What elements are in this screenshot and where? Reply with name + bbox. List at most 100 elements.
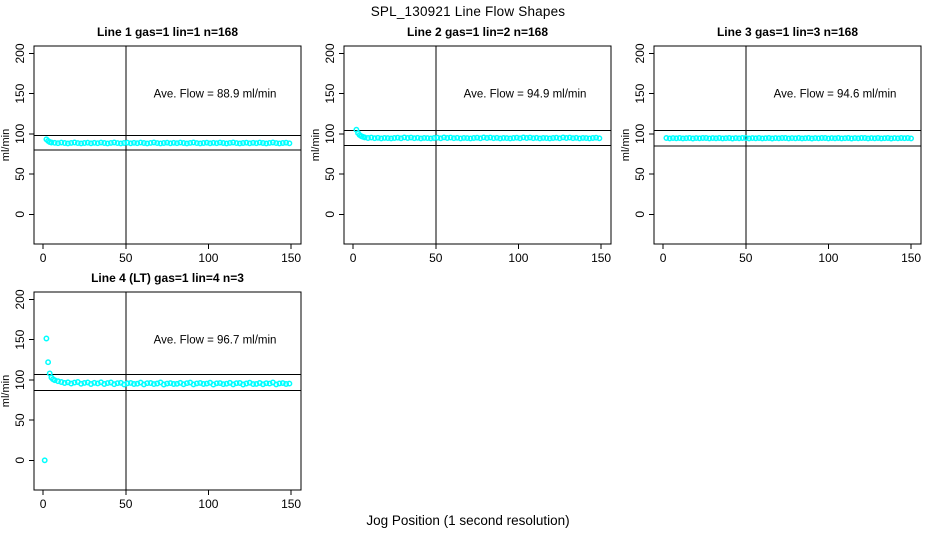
data-point [487, 134, 494, 141]
data-point [424, 135, 431, 142]
x-tick-label: 0 [40, 251, 47, 265]
data-point [908, 135, 915, 142]
data-point [460, 134, 467, 141]
data-point [117, 140, 124, 147]
data-point [510, 135, 517, 141]
data-point [207, 140, 214, 147]
data-point [666, 135, 673, 142]
y-tick-label: 150 [323, 83, 337, 103]
data-point [45, 359, 52, 366]
data-point [384, 135, 391, 142]
data-point [540, 134, 547, 141]
data-point [447, 134, 454, 141]
y-tick-label: 0 [633, 211, 647, 218]
data-point [61, 380, 68, 386]
x-tick-label: 0 [660, 251, 667, 265]
data-point [398, 135, 404, 142]
y-axis-label: ml/min [0, 375, 12, 407]
data-point [61, 140, 68, 146]
ave-flow-annotation: Ave. Flow = 96.7 ml/min [154, 335, 277, 347]
data-point [474, 134, 481, 141]
data-point [68, 139, 75, 146]
data-point [68, 380, 75, 387]
y-tick-label: 100 [13, 370, 27, 390]
y-tick-label: 50 [13, 413, 27, 427]
data-point [114, 380, 121, 387]
data-point [223, 140, 230, 147]
x-tick-label: 100 [198, 251, 218, 265]
data-point [84, 139, 91, 146]
data-point [825, 135, 832, 142]
x-tick-label: 150 [281, 251, 301, 265]
data-point [676, 135, 683, 141]
data-point [121, 140, 128, 146]
data-point [871, 135, 878, 142]
data-point [822, 135, 829, 141]
y-axis-label: ml/min [310, 129, 322, 161]
data-point [673, 135, 680, 142]
data-point [812, 135, 819, 142]
data-point [533, 134, 540, 141]
data-point [167, 380, 174, 387]
data-point [703, 135, 710, 141]
data-point [190, 381, 197, 388]
data-point [586, 135, 593, 142]
data-point [593, 134, 600, 141]
data-point [217, 139, 223, 146]
data-point [523, 135, 530, 141]
data-point [497, 135, 504, 142]
data-point [832, 135, 838, 142]
data-point [107, 139, 114, 146]
data-point [815, 135, 822, 142]
data-point [752, 135, 759, 142]
data-point [246, 140, 253, 147]
panel-title: Line 1 gas=1 lin=1 n=168 [97, 25, 238, 39]
data-point [441, 134, 447, 141]
data-point [891, 135, 898, 142]
data-point [144, 140, 151, 147]
data-point [187, 139, 194, 146]
data-point [663, 135, 670, 141]
data-points [43, 136, 293, 147]
data-point [74, 140, 81, 147]
data-point [266, 139, 273, 146]
x-tick-label: 100 [198, 497, 218, 511]
y-tick-label: 200 [633, 43, 647, 63]
data-point [94, 140, 101, 147]
y-tick-label: 200 [13, 289, 27, 309]
data-point [795, 135, 802, 141]
data-point [431, 135, 438, 141]
data-point [467, 135, 474, 142]
data-point [236, 140, 243, 147]
data-point [88, 140, 94, 147]
data-point [43, 335, 50, 342]
data-point [550, 135, 557, 141]
data-point [170, 381, 177, 387]
data-point [203, 380, 210, 387]
data-point [802, 135, 809, 142]
data-point [785, 135, 792, 142]
data-point [283, 139, 290, 146]
y-tick-label: 0 [13, 457, 27, 464]
data-point [756, 135, 762, 141]
plot-box [653, 45, 922, 245]
data-point [230, 139, 237, 146]
data-point [765, 135, 772, 141]
data-point [865, 135, 872, 142]
y-tick-label: 0 [323, 211, 337, 218]
data-point [706, 135, 713, 142]
data-point [683, 135, 690, 142]
data-point [104, 140, 111, 147]
x-tick-label: 50 [119, 251, 133, 265]
data-point [546, 135, 553, 142]
data-point [799, 135, 805, 142]
y-tick-label: 50 [633, 167, 647, 181]
data-point [127, 140, 134, 147]
data-point [560, 134, 567, 141]
data-point [378, 135, 385, 142]
data-point [193, 140, 200, 147]
x-tick-label: 0 [40, 497, 47, 511]
data-point [167, 140, 174, 147]
data-point [240, 140, 247, 146]
data-point [520, 134, 527, 141]
